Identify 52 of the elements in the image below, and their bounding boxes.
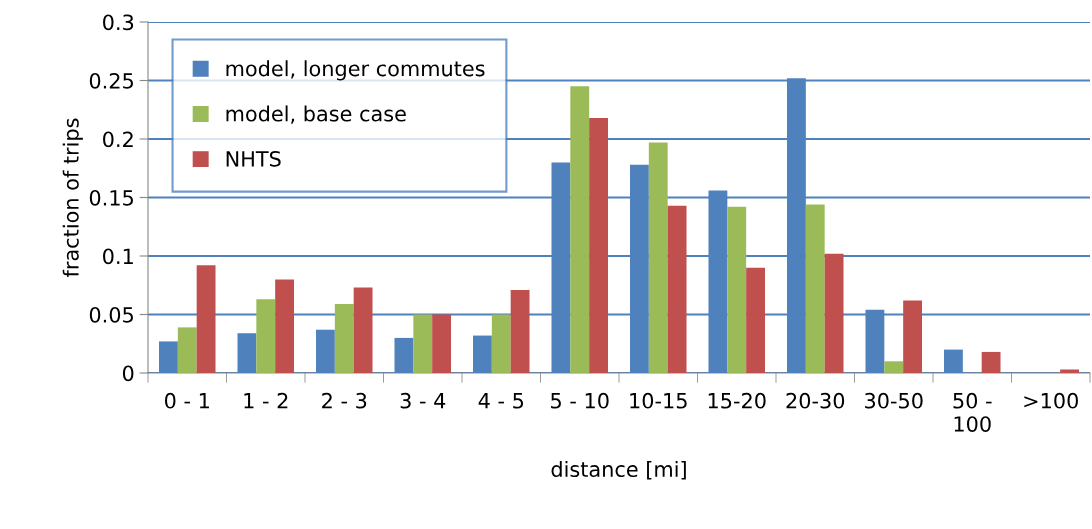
bar <box>648 142 668 373</box>
bar <box>237 333 257 373</box>
legend-label: model, base case <box>226 105 406 124</box>
x-tick-label: 3 - 4 <box>400 392 446 409</box>
bar <box>981 351 1001 373</box>
bar <box>589 117 609 373</box>
y-tick-label: 0.05 <box>89 306 133 323</box>
y-tick-label: 0.1 <box>103 248 133 265</box>
bar <box>275 279 295 373</box>
y-tick-label: 0.3 <box>103 14 134 31</box>
bar <box>510 289 530 373</box>
bar <box>746 267 766 373</box>
bar <box>158 341 178 373</box>
x-tick-label: 20-30 <box>786 392 845 409</box>
bar <box>727 206 747 373</box>
x-axis-title: distance [mi] <box>551 460 686 480</box>
bar <box>491 314 511 373</box>
bar <box>432 314 452 373</box>
x-tick-label: 1 - 2 <box>244 392 288 409</box>
bar <box>334 303 354 373</box>
bar <box>943 349 963 373</box>
x-tick-label: 4 - 5 <box>478 393 524 409</box>
legend-label: NHTS <box>226 150 281 167</box>
bar <box>353 287 373 373</box>
y-tick-label: 0.2 <box>103 131 133 148</box>
x-tick-label: 30-50 <box>865 392 923 409</box>
x-tick-label: 2 - 3 <box>322 392 367 409</box>
legend-label: model, longer commutes <box>226 60 485 81</box>
bar <box>315 329 335 373</box>
x-tick-label: >100 <box>1024 392 1078 409</box>
y-tick-label: 0.15 <box>89 189 133 206</box>
bar <box>570 86 590 373</box>
x-tick-label: 5 - 10 <box>551 392 609 409</box>
bar <box>177 327 197 373</box>
y-axis-title: fraction of trips <box>62 118 83 277</box>
bar <box>805 204 825 373</box>
bar <box>1060 369 1080 373</box>
bar <box>884 361 904 373</box>
bar <box>394 337 414 373</box>
y-tick-label: 0 <box>122 365 134 382</box>
x-tick-label: 10-15 <box>630 392 687 409</box>
bar <box>824 253 844 373</box>
bar <box>667 205 687 373</box>
x-tick-label: 50 - 100 <box>953 392 992 432</box>
x-tick-label: 15-20 <box>708 392 766 409</box>
bar <box>413 314 433 373</box>
y-tick-label: 0.25 <box>89 72 133 89</box>
bar <box>903 300 923 373</box>
bar <box>256 299 276 373</box>
bar <box>196 265 216 373</box>
bar <box>472 335 492 373</box>
x-tick-label: 0 - 1 <box>164 392 209 409</box>
